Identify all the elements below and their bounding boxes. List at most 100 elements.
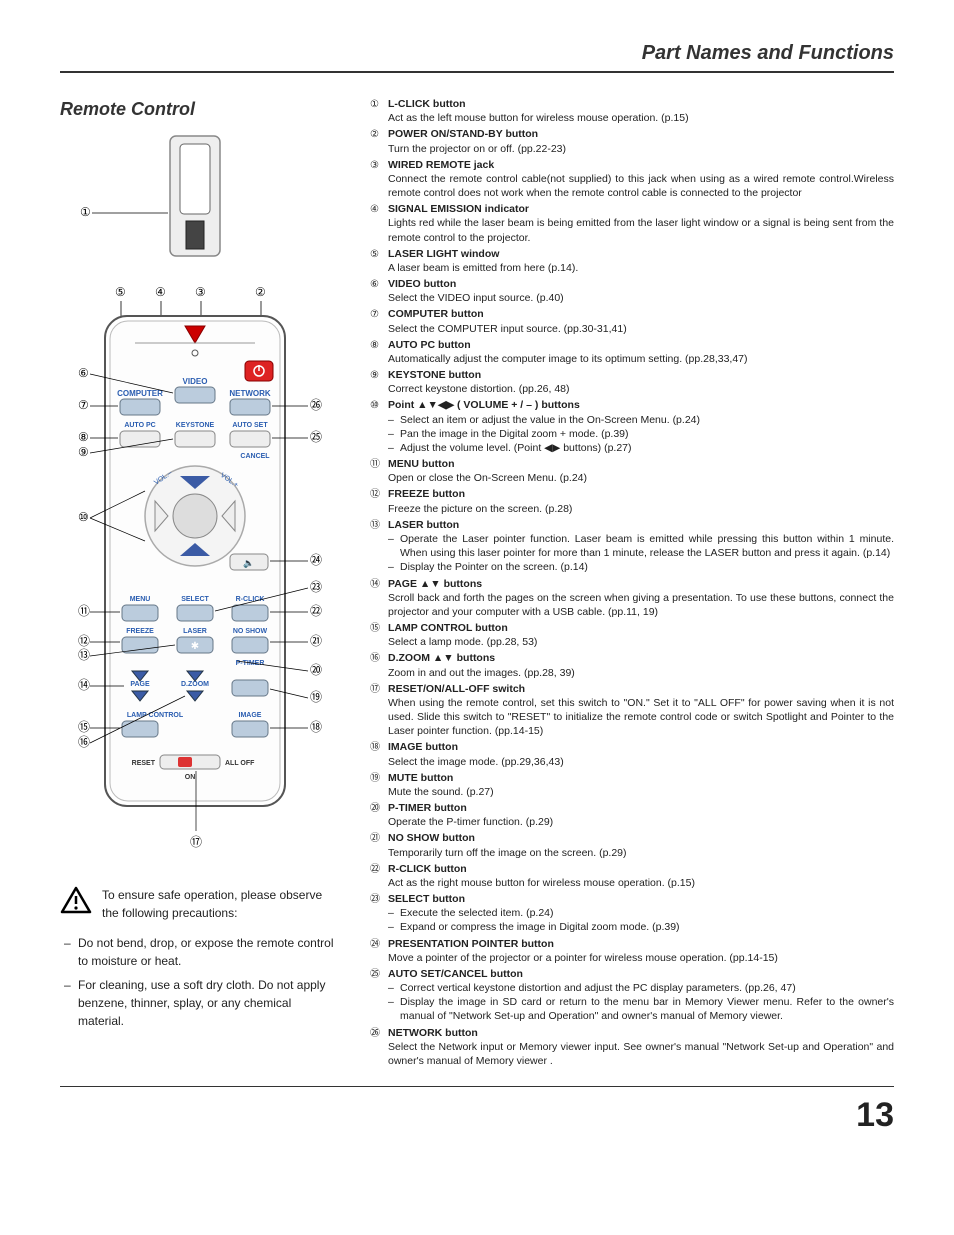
function-title: Point ▲▼◀▶ ( VOLUME + / – ) buttons (388, 398, 894, 412)
svg-text:D.ZOOM: D.ZOOM (181, 681, 209, 688)
svg-text:⑦: ⑦ (78, 398, 89, 412)
right-column: ①L-CLICK buttonAct as the left mouse but… (370, 97, 894, 1070)
function-item: ⑩Point ▲▼◀▶ ( VOLUME + / – ) buttons–Sel… (370, 398, 894, 455)
function-title: MUTE button (388, 771, 894, 785)
function-title: P-TIMER button (388, 801, 894, 815)
function-item: ②POWER ON/STAND-BY buttonTurn the projec… (370, 127, 894, 155)
function-desc: Operate the P-timer function. (p.29) (388, 815, 894, 829)
function-item: ⑰RESET/ON/ALL-OFF switchWhen using the r… (370, 682, 894, 739)
function-item: ⑫FREEZE buttonFreeze the picture on the … (370, 487, 894, 515)
function-number: ㉒ (370, 862, 388, 876)
function-number: ⑫ (370, 487, 388, 501)
function-item: ④SIGNAL EMISSION indicatorLights red whi… (370, 202, 894, 245)
svg-text:㉓: ㉓ (310, 580, 322, 594)
function-title: SIGNAL EMISSION indicator (388, 202, 894, 216)
svg-text:LAMP CONTROL: LAMP CONTROL (127, 712, 184, 719)
function-item: ⑯D.ZOOM ▲▼ buttonsZoom in and out the im… (370, 651, 894, 679)
function-item: ㉔PRESENTATION POINTER buttonMove a point… (370, 937, 894, 965)
function-desc: Temporarily turn off the image on the sc… (388, 846, 894, 860)
function-number: ⑤ (370, 247, 388, 261)
function-title: PAGE ▲▼ buttons (388, 577, 894, 591)
function-item: ⑦COMPUTER buttonSelect the COMPUTER inpu… (370, 307, 894, 335)
function-title: AUTO PC button (388, 338, 894, 352)
svg-text:⑬: ⑬ (78, 648, 90, 662)
function-title: LASER button (388, 518, 894, 532)
function-sub: –Operate the Laser pointer function. Las… (388, 532, 894, 560)
function-title: LAMP CONTROL button (388, 621, 894, 635)
svg-text:🔈: 🔈 (243, 558, 254, 569)
function-item: ⑨KEYSTONE buttonCorrect keystone distort… (370, 368, 894, 396)
precaution-item: –For cleaning, use a soft dry cloth. Do … (64, 976, 340, 1030)
function-number: ㉓ (370, 892, 388, 906)
function-desc: Turn the projector on or off. (pp.22-23) (388, 142, 894, 156)
svg-text:SELECT: SELECT (181, 596, 209, 603)
svg-text:RESET: RESET (132, 760, 156, 767)
function-desc: Correct keystone distortion. (pp.26, 48) (388, 382, 894, 396)
function-item: ㉓SELECT button–Execute the selected item… (370, 892, 894, 935)
function-title: WIRED REMOTE jack (388, 158, 894, 172)
function-title: AUTO SET/CANCEL button (388, 967, 894, 981)
svg-text:ALL OFF: ALL OFF (225, 760, 255, 767)
function-number: ⑨ (370, 368, 388, 382)
svg-text:⑮: ⑮ (78, 720, 90, 734)
function-title: SELECT button (388, 892, 894, 906)
function-number: ⑮ (370, 621, 388, 635)
svg-text:㉖: ㉖ (310, 398, 322, 412)
function-number: ㉕ (370, 967, 388, 981)
svg-text:AUTO PC: AUTO PC (124, 422, 155, 429)
function-sub: –Execute the selected item. (p.24) (388, 906, 894, 920)
function-title: FREEZE button (388, 487, 894, 501)
function-item: ⑧AUTO PC buttonAutomatically adjust the … (370, 338, 894, 366)
svg-text:⑲: ⑲ (310, 690, 322, 704)
function-desc: Open or close the On-Screen Menu. (p.24) (388, 471, 894, 485)
function-item: ㉖NETWORK buttonSelect the Network input … (370, 1026, 894, 1069)
svg-text:NO SHOW: NO SHOW (233, 628, 268, 635)
function-sub: –Pan the image in the Digital zoom + mod… (388, 427, 894, 441)
function-desc: Connect the remote control cable(not sup… (388, 172, 894, 200)
svg-text:⑨: ⑨ (78, 445, 89, 459)
svg-text:⑫: ⑫ (78, 634, 90, 648)
function-desc: Act as the left mouse button for wireles… (388, 111, 894, 125)
precautions-list: –Do not bend, drop, or expose the remote… (60, 934, 340, 1030)
function-item: ⑬LASER button–Operate the Laser pointer … (370, 518, 894, 575)
function-title: NETWORK button (388, 1026, 894, 1040)
function-title: LASER LIGHT window (388, 247, 894, 261)
function-number: ㉔ (370, 937, 388, 951)
function-number: ⑪ (370, 457, 388, 471)
function-number: ① (370, 97, 388, 111)
svg-text:③: ③ (195, 285, 206, 299)
function-number: ⑧ (370, 338, 388, 352)
svg-text:②: ② (255, 285, 266, 299)
function-title: POWER ON/STAND-BY button (388, 127, 894, 141)
svg-text:P-TIMER: P-TIMER (236, 660, 265, 667)
function-desc: Select a lamp mode. (pp.28, 53) (388, 635, 894, 649)
svg-text:CANCEL: CANCEL (240, 453, 270, 460)
svg-text:④: ④ (155, 285, 166, 299)
function-desc: Act as the right mouse button for wirele… (388, 876, 894, 890)
function-item: ⑥VIDEO buttonSelect the VIDEO input sour… (370, 277, 894, 305)
svg-text:FREEZE: FREEZE (126, 628, 154, 635)
function-desc: Mute the sound. (p.27) (388, 785, 894, 799)
function-number: ⑩ (370, 398, 388, 412)
function-sub: –Expand or compress the image in Digital… (388, 920, 894, 934)
function-number: ⑦ (370, 307, 388, 321)
function-number: ② (370, 127, 388, 141)
svg-text:⑥: ⑥ (78, 366, 89, 380)
svg-text:LASER: LASER (183, 628, 207, 635)
svg-text:ON: ON (185, 774, 196, 781)
svg-text:⑭: ⑭ (78, 678, 90, 692)
svg-text:NETWORK: NETWORK (229, 389, 271, 398)
svg-text:㉑: ㉑ (310, 634, 322, 648)
function-title: MENU button (388, 457, 894, 471)
function-sub: –Select an item or adjust the value in t… (388, 413, 894, 427)
function-desc: Automatically adjust the computer image … (388, 352, 894, 366)
svg-text:VIDEO: VIDEO (183, 377, 208, 386)
svg-text:MENU: MENU (130, 596, 151, 603)
function-number: ⑰ (370, 682, 388, 696)
svg-text:⑪: ⑪ (78, 604, 90, 618)
function-number: ⑲ (370, 771, 388, 785)
function-sub: –Adjust the volume level. (Point ◀▶ butt… (388, 441, 894, 455)
function-item: ⑳P-TIMER buttonOperate the P-timer funct… (370, 801, 894, 829)
function-item: ⑲MUTE buttonMute the sound. (p.27) (370, 771, 894, 799)
page-number: 13 (60, 1086, 894, 1139)
